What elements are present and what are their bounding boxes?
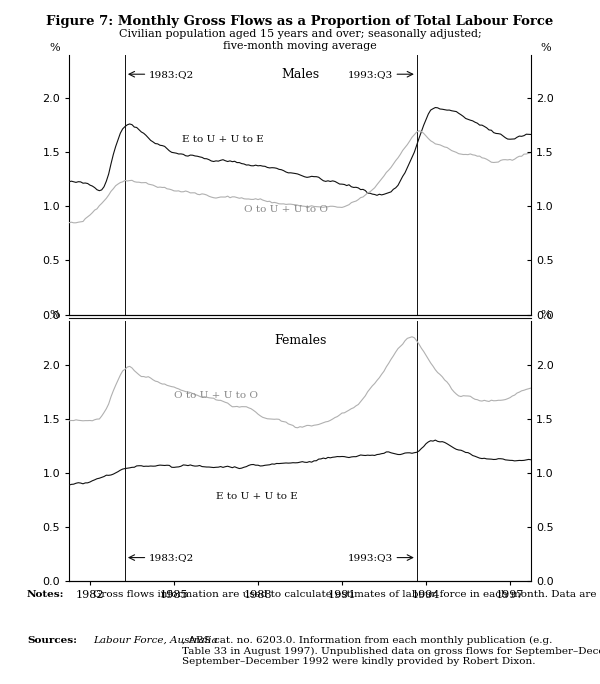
Text: five-month moving average: five-month moving average	[223, 41, 377, 51]
Text: Figure 7: Monthly Gross Flows as a Proportion of Total Labour Force: Figure 7: Monthly Gross Flows as a Propo…	[46, 15, 554, 28]
Text: 1983:Q2: 1983:Q2	[149, 553, 194, 562]
Text: Notes:: Notes:	[27, 590, 65, 598]
Text: , ABS cat. no. 6203.0. Information from each monthly publication (e.g.
Table 33 : , ABS cat. no. 6203.0. Information from …	[182, 636, 600, 666]
Text: Males: Males	[281, 68, 319, 81]
Text: Females: Females	[274, 334, 326, 347]
Text: %: %	[540, 43, 551, 53]
Text: O to U + U to O: O to U + U to O	[244, 205, 328, 214]
Text: Sources:: Sources:	[27, 636, 77, 645]
Text: %: %	[49, 43, 60, 53]
Text: Civilian population aged 15 years and over; seasonally adjusted;: Civilian population aged 15 years and ov…	[119, 29, 481, 40]
Text: E to U + U to E: E to U + U to E	[216, 492, 298, 501]
Text: 1983:Q2: 1983:Q2	[149, 70, 194, 79]
Text: Gross flows information are used to calculate estimates of labour force in each : Gross flows information are used to calc…	[93, 590, 600, 598]
Text: %: %	[49, 310, 60, 320]
Text: 1993:Q3: 1993:Q3	[348, 553, 393, 562]
Text: E to U + U to E: E to U + U to E	[182, 135, 264, 144]
Text: Labour Force, Australia: Labour Force, Australia	[93, 636, 218, 645]
Text: O to U + U to O: O to U + U to O	[174, 391, 258, 399]
Text: %: %	[540, 310, 551, 320]
Text: 1993:Q3: 1993:Q3	[348, 70, 393, 79]
